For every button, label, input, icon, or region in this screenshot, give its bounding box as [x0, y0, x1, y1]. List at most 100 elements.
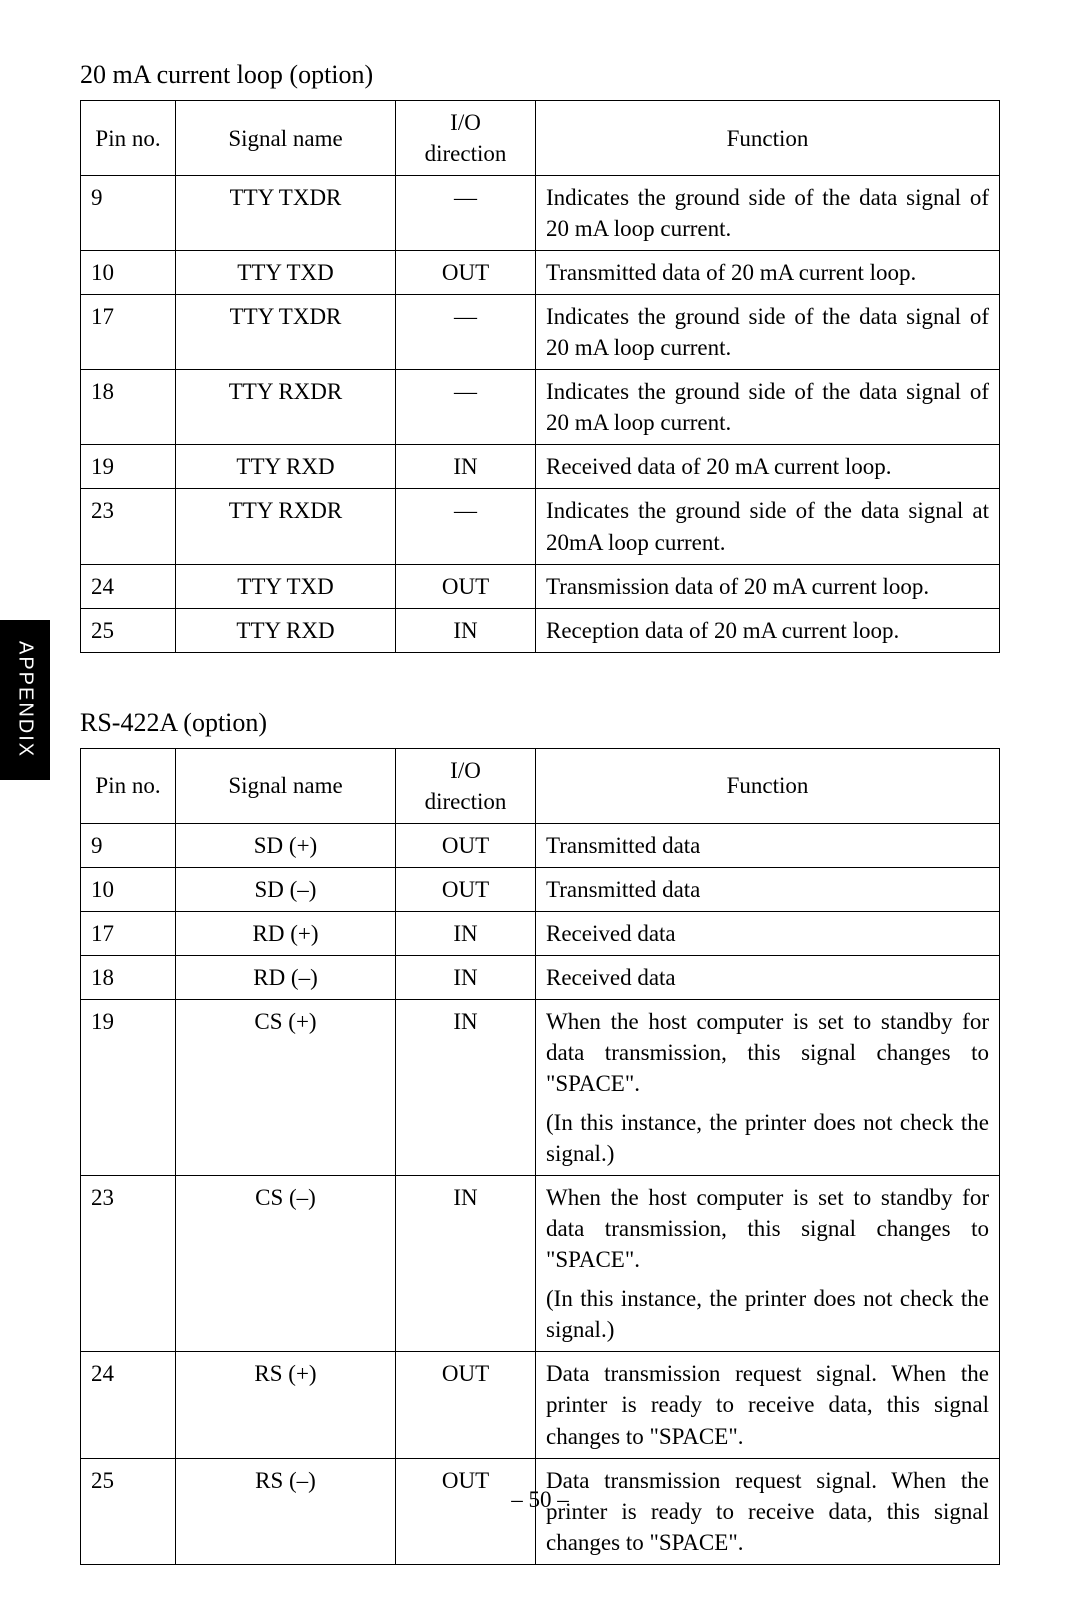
cell-io: OUT [396, 564, 536, 608]
cell-function: Transmitted data of 20 mA current loop. [536, 251, 1000, 295]
table-row: 24RS (+)OUTData transmission request sig… [81, 1352, 1000, 1458]
function-text: Transmitted data [546, 874, 989, 905]
cell-function: Transmission data of 20 mA current loop. [536, 564, 1000, 608]
table-row: 23TTY RXDR—Indicates the ground side of … [81, 489, 1000, 564]
cell-pin: 24 [81, 1352, 176, 1458]
table1-title: 20 mA current loop (option) [80, 60, 1000, 90]
function-text: Data transmission request signal. When t… [546, 1358, 989, 1451]
table1-th-pin: Pin no. [81, 101, 176, 176]
table2-th-pin: Pin no. [81, 748, 176, 823]
table2-th-func: Function [536, 748, 1000, 823]
table2-th-signal: Signal name [176, 748, 396, 823]
cell-function: Indicates the ground side of the data si… [536, 176, 1000, 251]
table-row: 10TTY TXDOUT Transmitted data of 20 mA cu… [81, 251, 1000, 295]
cell-signal: RD (–) [176, 955, 396, 999]
cell-io: OUT [396, 823, 536, 867]
cell-signal: TTY RXD [176, 445, 396, 489]
function-text: Transmitted data [546, 830, 989, 861]
table-row: 10SD (–)OUTTransmitted data [81, 867, 1000, 911]
cell-signal: RD (+) [176, 911, 396, 955]
cell-io: OUT [396, 867, 536, 911]
page-number: – 50 – [0, 1487, 1080, 1513]
function-text: Received data [546, 962, 989, 993]
cell-io: OUT [396, 1352, 536, 1458]
cell-io: — [396, 176, 536, 251]
table1-th-func: Function [536, 101, 1000, 176]
cell-pin: 9 [81, 176, 176, 251]
cell-pin: 23 [81, 1176, 176, 1352]
table-row: 19CS (+)INWhen the host computer is set … [81, 999, 1000, 1175]
cell-function: When the host computer is set to standby… [536, 1176, 1000, 1352]
cell-signal: TTY TXD [176, 251, 396, 295]
cell-io: IN [396, 999, 536, 1175]
page-content: 20 mA current loop (option) Pin no. Sign… [0, 0, 1080, 1605]
function-text: (In this instance, the printer does not … [546, 1107, 989, 1169]
function-text: When the host computer is set to standby… [546, 1006, 989, 1099]
cell-pin: 23 [81, 489, 176, 564]
cell-pin: 25 [81, 608, 176, 652]
function-text: Transmitted data of 20 mA current loop. [546, 257, 989, 288]
cell-signal: TTY RXDR [176, 370, 396, 445]
table-row: 25TTY RXDIN Reception data of 20 mA curre… [81, 608, 1000, 652]
cell-signal: CS (–) [176, 1176, 396, 1352]
cell-function: Indicates the ground side of the data si… [536, 295, 1000, 370]
table-row: 9TTY TXDR—Indicates the ground side of t… [81, 176, 1000, 251]
table-row: 19TTY RXDIN Received data of 20 mA curren… [81, 445, 1000, 489]
function-text: Indicates the ground side of the data si… [546, 495, 989, 557]
cell-io: IN [396, 911, 536, 955]
function-text: Reception data of 20 mA current loop. [546, 615, 989, 646]
table-current-loop: Pin no. Signal name I/Odirection Functio… [80, 100, 1000, 653]
cell-io: IN [396, 608, 536, 652]
cell-io: IN [396, 1176, 536, 1352]
function-text: Received data [546, 918, 989, 949]
cell-function: Transmitted data [536, 823, 1000, 867]
cell-signal: SD (+) [176, 823, 396, 867]
cell-pin: 10 [81, 867, 176, 911]
cell-io: IN [396, 445, 536, 489]
cell-function: Received data of 20 mA current loop. [536, 445, 1000, 489]
table2-th-io: I/Odirection [396, 748, 536, 823]
cell-signal: TTY RXD [176, 608, 396, 652]
cell-io: OUT [396, 251, 536, 295]
table-row: 18TTY RXDR—Indicates the ground side of … [81, 370, 1000, 445]
cell-function: Received data [536, 955, 1000, 999]
table-row: 18RD (–)IN Received data [81, 955, 1000, 999]
function-text: Received data of 20 mA current loop. [546, 451, 989, 482]
table1-th-io: I/Odirection [396, 101, 536, 176]
cell-function: Data transmission request signal. When t… [536, 1352, 1000, 1458]
cell-pin: 17 [81, 295, 176, 370]
cell-signal: CS (+) [176, 999, 396, 1175]
table1-th-signal: Signal name [176, 101, 396, 176]
cell-io: IN [396, 955, 536, 999]
cell-pin: 18 [81, 955, 176, 999]
cell-pin: 10 [81, 251, 176, 295]
cell-function: When the host computer is set to standby… [536, 999, 1000, 1175]
table-row: 9SD (+)OUT Transmitted data [81, 823, 1000, 867]
function-text: Indicates the ground side of the data si… [546, 182, 989, 244]
cell-pin: 19 [81, 445, 176, 489]
cell-pin: 9 [81, 823, 176, 867]
cell-function: Received data [536, 911, 1000, 955]
function-text: Indicates the ground side of the data si… [546, 376, 989, 438]
table1-body: 9TTY TXDR—Indicates the ground side of t… [81, 176, 1000, 653]
table-row: 17TTY TXDR—Indicates the ground side of … [81, 295, 1000, 370]
cell-io: — [396, 370, 536, 445]
cell-io: — [396, 489, 536, 564]
table-row: 23CS (–)INWhen the host computer is set … [81, 1176, 1000, 1352]
cell-pin: 18 [81, 370, 176, 445]
table2-body: 9SD (+)OUTTransmitted data10SD (–)OUTTra… [81, 823, 1000, 1564]
cell-function: Indicates the ground side of the data si… [536, 370, 1000, 445]
table-row: 17RD (+)INReceived data [81, 911, 1000, 955]
cell-io: — [396, 295, 536, 370]
cell-signal: TTY RXDR [176, 489, 396, 564]
table2-head: Pin no. Signal name I/Odirection Functio… [81, 748, 1000, 823]
function-text: When the host computer is set to standby… [546, 1182, 989, 1275]
cell-function: Indicates the ground side of the data si… [536, 489, 1000, 564]
table2-title: RS-422A (option) [80, 708, 1000, 738]
cell-signal: RS (+) [176, 1352, 396, 1458]
cell-function: Transmitted data [536, 867, 1000, 911]
table-row: 24TTY TXDOUTTransmission data of 20 mA c… [81, 564, 1000, 608]
cell-signal: TTY TXD [176, 564, 396, 608]
cell-pin: 19 [81, 999, 176, 1175]
cell-signal: TTY TXDR [176, 176, 396, 251]
